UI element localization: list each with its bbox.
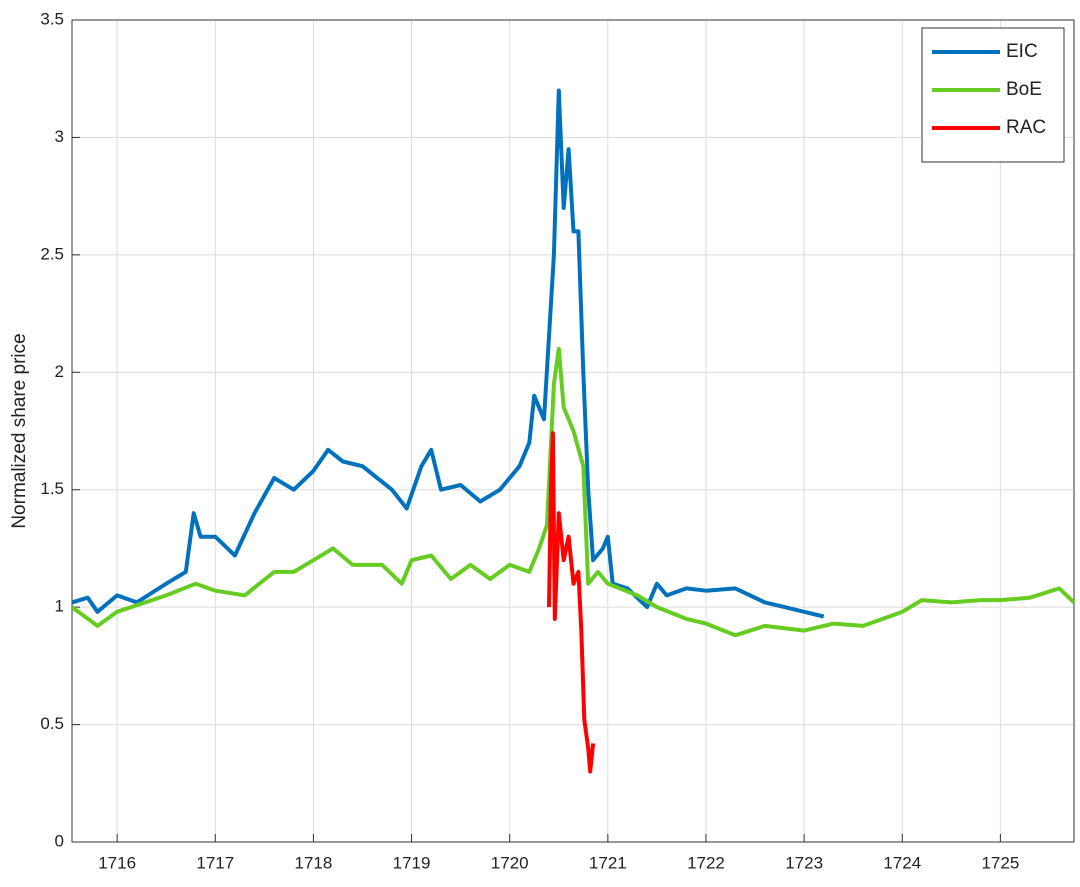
y-tick-label: 1.5 — [40, 479, 64, 498]
series-line — [70, 346, 1076, 638]
x-tick-label: 1719 — [393, 853, 431, 872]
y-tick-label: 3.5 — [40, 9, 64, 28]
x-tick-label: 1718 — [295, 853, 333, 872]
x-tick-label: 1717 — [196, 853, 234, 872]
series-line — [547, 431, 596, 774]
legend-box — [921, 27, 1065, 163]
y-tick-label: 1 — [55, 597, 64, 616]
y-tick-label: 0.5 — [40, 714, 64, 733]
legend-label: BoE — [1006, 79, 1042, 100]
x-tick-label: 1720 — [491, 853, 529, 872]
y-axis-label: Normalized share price — [9, 333, 30, 528]
x-tick-label: 1722 — [687, 853, 725, 872]
y-tick-label: 2 — [55, 362, 64, 381]
y-tick-label: 2.5 — [40, 244, 64, 263]
legend-label: EIC — [1006, 41, 1038, 62]
y-tick-label: 3 — [55, 127, 64, 146]
series-line — [71, 88, 825, 619]
x-tick-label: 1725 — [981, 853, 1019, 872]
x-tick-label: 1723 — [785, 853, 823, 872]
x-tick-label: 1721 — [589, 853, 627, 872]
x-tick-label: 1724 — [883, 853, 921, 872]
plot-frame — [71, 19, 1075, 843]
y-tick-label: 0 — [55, 831, 64, 850]
x-tick-label: 1716 — [98, 853, 136, 872]
legend-label: RAC — [1006, 117, 1046, 138]
